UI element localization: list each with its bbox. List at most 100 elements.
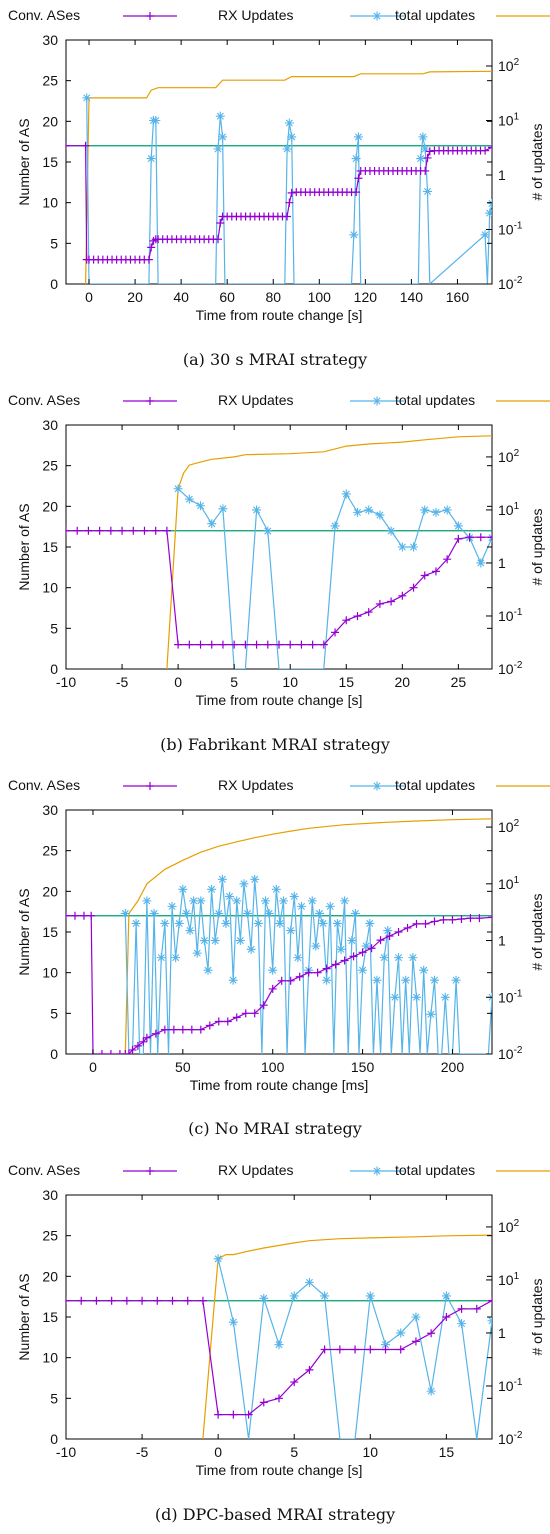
data-point	[320, 1291, 330, 1301]
x-tick-label: 0	[89, 1059, 97, 1075]
y-tick-label: 0	[50, 276, 58, 292]
y-tick-label: 30	[42, 417, 58, 433]
y2-tick-label: 1	[498, 1325, 506, 1341]
x-tick-label: 15	[439, 1444, 455, 1460]
data-point	[146, 154, 156, 164]
data-point	[409, 542, 419, 552]
data-point	[385, 932, 394, 941]
data-point	[189, 896, 199, 906]
data-point	[153, 1296, 162, 1305]
data-point	[232, 1013, 241, 1022]
y-tick-label: 15	[42, 924, 58, 940]
y-tick-label: 0	[50, 661, 58, 677]
data-point	[87, 911, 96, 920]
y-tick-label: 20	[42, 1268, 58, 1284]
figure-caption-b: (b) Fabrikant MRAI strategy	[160, 735, 390, 754]
figure-caption-a: (a) 30 s MRAI strategy	[182, 350, 368, 369]
data-point	[106, 526, 115, 535]
data-point	[198, 1296, 207, 1305]
y-tick-label: 30	[42, 32, 58, 48]
data-point	[264, 908, 274, 918]
y2-tick-label: 10-1	[498, 221, 523, 238]
data-point	[263, 640, 272, 649]
data-point	[408, 953, 418, 963]
y-tick-label: 0	[50, 1046, 58, 1062]
data-point	[77, 1296, 86, 1305]
y2-tick-label: 10-1	[498, 988, 523, 1005]
data-point	[81, 141, 90, 150]
x-axis-label: Time from route change [s]	[196, 692, 363, 708]
y-axis-label: Number of AS	[16, 1273, 32, 1360]
y-tick-label: 20	[42, 883, 58, 899]
data-point	[268, 965, 278, 975]
data-point	[394, 953, 404, 963]
data-point	[375, 599, 384, 608]
data-point	[205, 1021, 214, 1030]
legend-marker-rx	[372, 1166, 382, 1176]
data-point	[84, 526, 93, 535]
data-point	[331, 628, 340, 637]
data-point	[289, 1291, 299, 1301]
y-tick-label: 25	[42, 73, 58, 89]
data-point	[129, 526, 138, 535]
series-line-total-updates	[124, 818, 492, 1054]
x-tick-label: -10	[56, 674, 76, 690]
data-point	[367, 944, 376, 953]
data-point	[259, 1293, 269, 1303]
x-tick-label: 60	[219, 289, 235, 305]
x-axis-label: Time from route change [s]	[196, 307, 363, 323]
data-point	[304, 968, 313, 977]
data-point	[332, 918, 342, 928]
series-line-total-updates	[85, 70, 492, 284]
data-point	[485, 208, 492, 218]
data-point	[318, 918, 328, 928]
data-point	[283, 212, 292, 221]
data-point	[330, 521, 340, 531]
data-point	[178, 884, 188, 894]
data-point	[412, 992, 422, 1002]
data-point	[420, 144, 430, 154]
data-point	[425, 147, 434, 156]
series-line-rx-updates	[177, 488, 492, 669]
data-point	[241, 1009, 250, 1018]
data-point	[293, 953, 303, 963]
data-point	[289, 891, 299, 901]
data-point	[488, 143, 492, 152]
data-point	[352, 188, 361, 197]
data-point	[107, 1296, 116, 1305]
x-tick-label: 25	[451, 674, 467, 690]
data-point	[173, 484, 183, 494]
data-point	[487, 198, 492, 208]
data-point	[218, 132, 228, 142]
legend-marker-rx	[372, 396, 382, 406]
data-point	[308, 640, 317, 649]
data-point	[397, 542, 407, 552]
data-point	[383, 926, 393, 936]
data-point	[379, 953, 389, 963]
legend-label-rx: RX Updates	[218, 777, 293, 793]
data-point	[390, 992, 400, 1002]
y2-tick-label: 102	[498, 1218, 520, 1235]
data-point	[66, 1296, 70, 1305]
data-point	[286, 640, 295, 649]
data-point	[295, 972, 304, 981]
data-point	[286, 926, 296, 936]
data-point	[79, 911, 88, 920]
legend-marker-conv	[146, 782, 154, 790]
x-tick-label: 0	[174, 674, 182, 690]
data-point	[423, 186, 433, 196]
data-point	[243, 908, 253, 918]
series-line-total-updates	[202, 1234, 492, 1439]
data-point	[431, 567, 440, 576]
data-point	[349, 952, 358, 961]
data-point	[287, 188, 296, 197]
y-tick-label: 25	[42, 843, 58, 859]
data-point	[199, 936, 209, 946]
legend-label-conv: Conv. ASes	[8, 1162, 80, 1178]
data-point	[271, 884, 281, 894]
data-point	[196, 640, 205, 649]
data-point	[296, 901, 306, 911]
data-point	[246, 944, 256, 954]
data-point	[411, 1312, 421, 1322]
data-point	[106, 1050, 115, 1054]
